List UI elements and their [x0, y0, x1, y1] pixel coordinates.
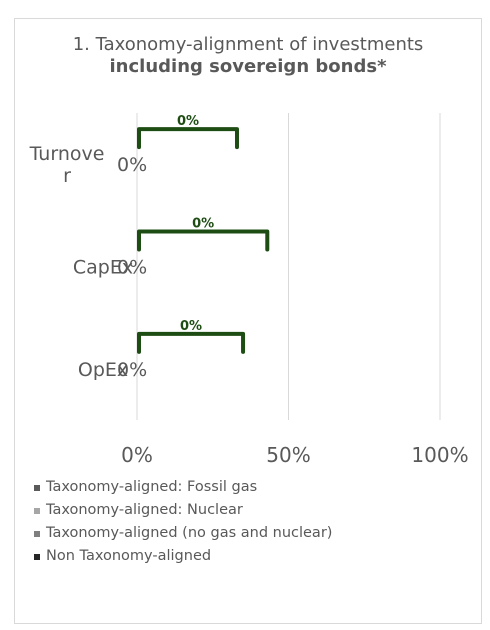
chart-legend: Taxonomy-aligned: Fossil gas Taxonomy-ali…	[34, 476, 332, 568]
legend-label: Taxonomy-aligned: Fossil gas	[46, 479, 258, 495]
value-label: 0%	[117, 257, 147, 279]
bracket-label: 0%	[177, 114, 199, 129]
annotation-bracket	[137, 331, 246, 354]
annotation-bracket	[137, 229, 270, 252]
legend-item: Taxonomy-aligned: Nuclear	[34, 499, 332, 522]
legend-item: Non Taxonomy-aligned	[34, 545, 332, 568]
value-label: 0%	[117, 154, 147, 176]
category-label: OpEx	[78, 359, 128, 381]
legend-label: Non Taxonomy-aligned	[46, 548, 212, 564]
x-tick-label: 50%	[266, 443, 310, 467]
category-label: Turnove	[29, 143, 105, 165]
legend-item: Taxonomy-aligned (no gas and nuclear)	[34, 522, 332, 545]
legend-label: Taxonomy-aligned (no gas and nuclear)	[46, 525, 333, 541]
bracket-label: 0%	[180, 319, 202, 334]
chart-frame	[14, 18, 482, 624]
legend-swatch	[34, 507, 40, 514]
legend-swatch	[34, 553, 40, 560]
x-tick-label: 100%	[411, 443, 468, 467]
category-label: r	[63, 165, 71, 187]
x-tick-label: 0%	[121, 443, 153, 467]
chart-title: 1. Taxonomy-alignment of investments inc…	[28, 34, 468, 78]
legend-swatch	[34, 530, 40, 537]
annotation-bracket	[137, 127, 239, 150]
legend-swatch	[34, 484, 40, 491]
chart-title-prefix: 1. Taxonomy-alignment of investments	[72, 34, 424, 55]
value-label: 0%	[117, 359, 147, 381]
legend-label: Taxonomy-aligned: Nuclear	[46, 502, 243, 518]
chart-title-bold: including sovereign bonds*	[109, 56, 387, 77]
legend-item: Taxonomy-aligned: Fossil gas	[34, 476, 332, 499]
category-label: CapEx	[73, 257, 133, 279]
bracket-label: 0%	[192, 217, 214, 232]
